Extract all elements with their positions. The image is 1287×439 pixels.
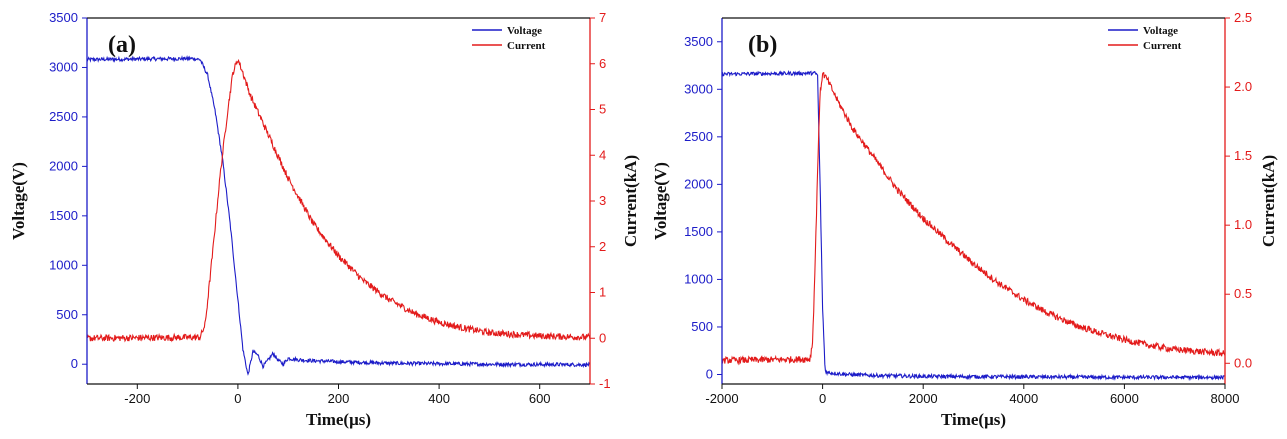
x-tick-label: 6000 — [1110, 391, 1139, 406]
legend-label-voltage: Voltage — [1143, 25, 1178, 37]
legend-label-voltage: Voltage — [507, 25, 542, 37]
x-tick-label: 200 — [328, 391, 350, 406]
x-tick-label: 0 — [819, 391, 826, 406]
x-tick-label: 4000 — [1009, 391, 1038, 406]
y2-tick-label: 7 — [599, 10, 606, 25]
y-axis-title: Voltage(V) — [9, 162, 28, 240]
y-tick-label: 0 — [706, 366, 713, 381]
y-tick-label: 1000 — [49, 257, 78, 272]
y2-axis-title: Current(kA) — [621, 155, 640, 247]
y2-tick-label: 1.5 — [1234, 148, 1252, 163]
x-tick-label: 2000 — [909, 391, 938, 406]
x-axis-title: Time(μs) — [306, 410, 371, 429]
y2-tick-label: 1.0 — [1234, 217, 1252, 232]
x-tick-label: 600 — [529, 391, 551, 406]
y2-tick-label: 2.0 — [1234, 79, 1252, 94]
y2-tick-label: 4 — [599, 147, 606, 162]
x-tick-label: -2000 — [705, 391, 738, 406]
y2-tick-label: 0 — [599, 330, 606, 345]
x-tick-label: -200 — [124, 391, 150, 406]
legend-label-current: Current — [507, 40, 546, 52]
y-tick-label: 2000 — [49, 158, 78, 173]
y-tick-label: 3000 — [684, 81, 713, 96]
x-tick-label: 8000 — [1211, 391, 1240, 406]
y2-tick-label: 1 — [599, 285, 606, 300]
chart-panel-a: -200 0 200 400 60005001000150020002500300035… — [9, 10, 640, 429]
legend: Voltage Current — [472, 25, 546, 52]
y2-axis-title: Current(kA) — [1259, 155, 1278, 247]
y-tick-label: 2000 — [684, 176, 713, 191]
y-tick-label: 1500 — [49, 208, 78, 223]
y-tick-label: 3500 — [49, 10, 78, 25]
y-tick-label: 1500 — [684, 224, 713, 239]
legend: Voltage Current — [1108, 25, 1182, 52]
y2-tick-label: 2 — [599, 239, 606, 254]
x-tick-label: 400 — [428, 391, 450, 406]
x-tick-label: 0 — [234, 391, 241, 406]
legend-label-current: Current — [1143, 40, 1182, 52]
y2-tick-label: 6 — [599, 56, 606, 71]
panel-label: (b) — [748, 32, 777, 58]
y-tick-label: 2500 — [684, 129, 713, 144]
series-line-voltage — [721, 69, 1226, 382]
series-line-current — [86, 58, 591, 343]
panel-label: (a) — [108, 32, 136, 58]
y-tick-label: 1000 — [684, 271, 713, 286]
y-axis-title: Voltage(V) — [651, 162, 670, 240]
y2-tick-label: 5 — [599, 102, 606, 117]
chart-panel-b: -2000 0 2000 4000 6000 8000 0 500 1000 1500 2000 25… — [651, 10, 1278, 429]
y-tick-label: 0 — [71, 356, 78, 371]
y2-tick-label: -1 — [599, 376, 611, 391]
y2-tick-label: 0.0 — [1234, 355, 1252, 370]
y-tick-label: 3000 — [49, 59, 78, 74]
series-line-current — [721, 72, 1226, 366]
y2-tick-label: 3 — [599, 193, 606, 208]
y-tick-label: 3500 — [684, 34, 713, 49]
y2-tick-label: 2.5 — [1234, 10, 1252, 25]
y2-tick-label: 0.5 — [1234, 286, 1252, 301]
y-tick-label: 2500 — [49, 109, 78, 124]
y-tick-label: 500 — [691, 319, 713, 334]
y-tick-label: 500 — [56, 307, 78, 322]
x-axis-title: Time(μs) — [941, 410, 1006, 429]
series-line-voltage — [86, 54, 591, 376]
